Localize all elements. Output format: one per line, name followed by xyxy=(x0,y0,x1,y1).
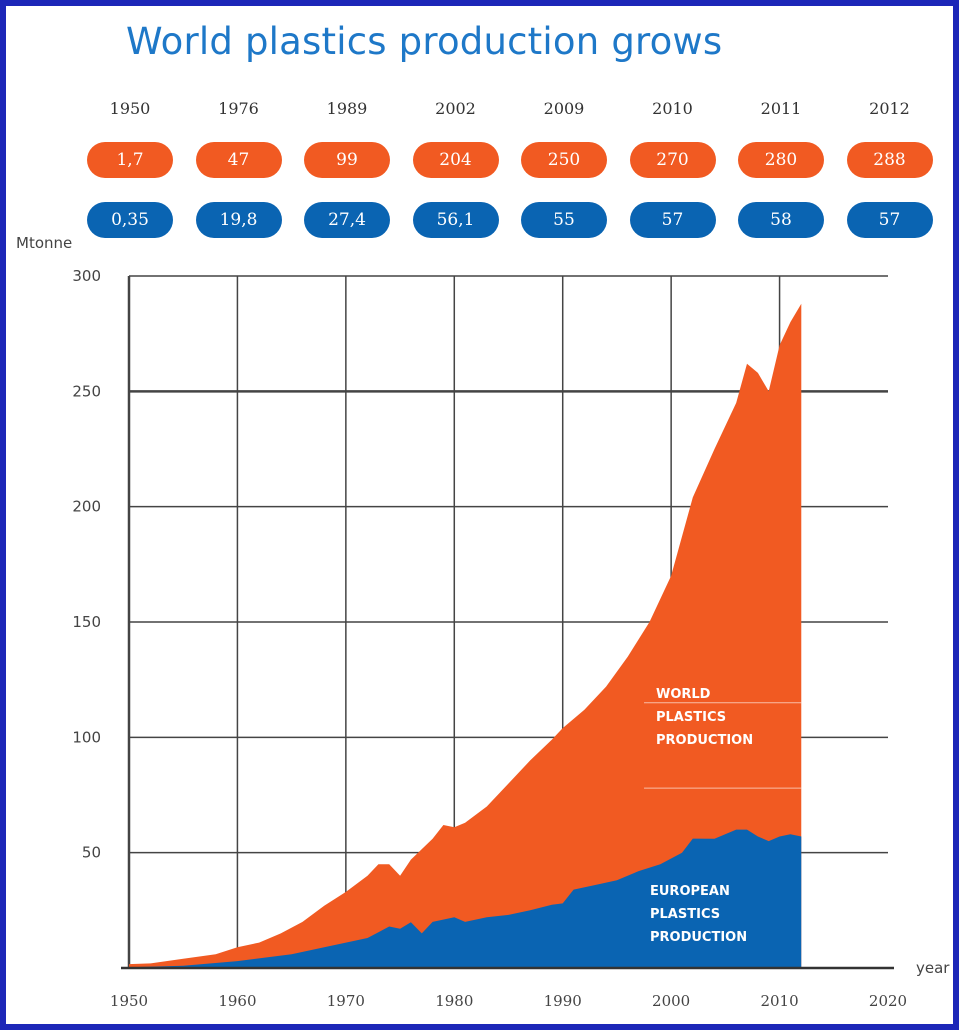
x-tick-label: 1990 xyxy=(544,992,582,1010)
world-area-label: PRODUCTION xyxy=(656,733,753,748)
world-area-label: WORLD xyxy=(656,687,711,702)
world-value-pill: 204 xyxy=(412,142,499,178)
x-tick-label: 1960 xyxy=(218,992,256,1010)
axes: 50 100 150 200 250 300 1950 1960 1970 1980 1990 200… xyxy=(16,234,950,1010)
x-tick-label: 2000 xyxy=(652,992,690,1010)
summary-year: 2009 xyxy=(543,99,585,118)
summary-year: 1950 xyxy=(109,99,151,118)
world-value-pill: 250 xyxy=(521,142,607,178)
y-axis-title: Mtonne xyxy=(16,234,72,252)
summary-year: 1976 xyxy=(218,99,259,118)
world-value-pill: 288 xyxy=(846,142,933,178)
x-tick-label: 1970 xyxy=(327,992,365,1010)
europe-area-label: PLASTICS xyxy=(650,907,720,922)
summary-year: 2011 xyxy=(760,99,802,118)
summary-year: 2012 xyxy=(869,99,910,118)
x-tick-label: 2010 xyxy=(760,992,798,1010)
y-tick-label: 300 xyxy=(72,267,101,285)
y-tick-label: 100 xyxy=(72,728,101,746)
europe-value-pill: 56,1 xyxy=(412,202,499,238)
world-area-label: PLASTICS xyxy=(656,710,726,725)
europe-value-pill: 27,4 xyxy=(304,202,390,238)
summary-year: 2002 xyxy=(435,99,476,118)
y-tick-label: 200 xyxy=(72,498,101,516)
y-tick-label: 250 xyxy=(72,382,101,400)
y-tick-label: 50 xyxy=(82,844,101,862)
world-value-pill: 99 xyxy=(304,142,390,178)
world-value-pill: 280 xyxy=(738,142,824,178)
x-tick-label: 2020 xyxy=(869,992,907,1010)
x-tick-label: 1980 xyxy=(435,992,473,1010)
area-series xyxy=(129,303,802,968)
europe-value-pill: 57 xyxy=(629,202,716,238)
europe-value-pill: 0,35 xyxy=(87,202,173,238)
summary-year: 2010 xyxy=(652,99,693,118)
world-production-area xyxy=(129,303,802,968)
area-labels: WORLD PLASTICS PRODUCTION EUROPEAN PLASTICS P… xyxy=(650,687,753,945)
europe-area-label: EUROPEAN xyxy=(650,884,730,899)
plastics-area-chart: 50 100 150 200 250 300 1950 1960 1970 1980 1990 200… xyxy=(16,234,950,1010)
chart-frame: World plastics production grows 1950 1,7 0… xyxy=(6,6,953,1024)
y-tick-label: 150 xyxy=(72,613,101,631)
europe-area-label: PRODUCTION xyxy=(650,930,747,945)
europe-value-pill: 55 xyxy=(521,202,607,238)
europe-value-pill: 19,8 xyxy=(195,202,282,238)
europe-value-pill: 57 xyxy=(846,202,933,238)
europe-production-area xyxy=(129,829,802,968)
world-value-pill: 1,7 xyxy=(87,142,173,178)
x-axis-title: year xyxy=(916,959,950,977)
x-tick-label: 1950 xyxy=(110,992,148,1010)
chart-title: World plastics production grows xyxy=(126,20,723,63)
world-value-pill: 47 xyxy=(195,142,282,178)
summary-year: 1989 xyxy=(326,99,368,118)
europe-value-pill: 58 xyxy=(738,202,824,238)
world-value-pill: 270 xyxy=(629,142,716,178)
